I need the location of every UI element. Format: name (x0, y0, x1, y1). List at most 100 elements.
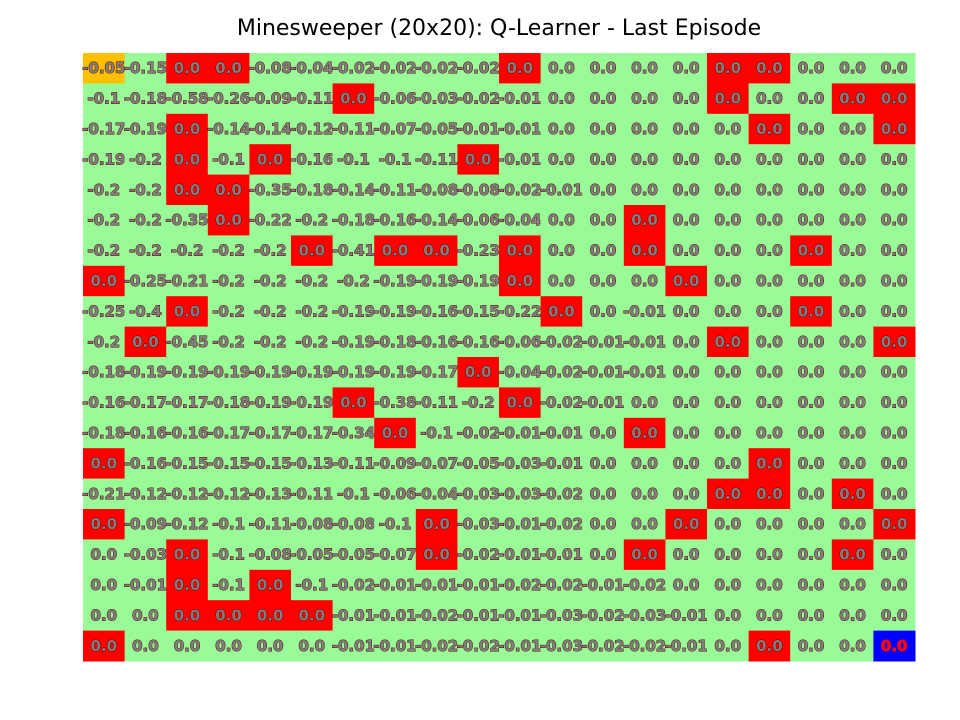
cell-value-r2-c12: 0.0 (590, 120, 617, 138)
cell-value-r0-c2: 0.0 (174, 59, 201, 77)
cell-value-r6-c16: 0.0 (756, 242, 783, 260)
cell-value-r1-c7: -0.06 (373, 90, 416, 108)
cell-value-r5-c4: -0.22 (249, 211, 292, 229)
cell-value-r9-c1: 0.0 (132, 333, 159, 351)
cell-value-r10-c0: -0.18 (82, 363, 125, 381)
cell-value-r19-c15: 0.0 (715, 637, 742, 655)
cell-value-r12-c4: -0.17 (249, 424, 292, 442)
cell-free-r19-c8 (415, 630, 458, 662)
cell-value-r13-c5: -0.13 (290, 454, 333, 472)
cell-free-r19-c5 (291, 630, 334, 662)
cell-mine-r1-c19 (873, 83, 916, 115)
cell-value-r2-c9: -0.01 (457, 120, 500, 138)
cell-value-r3-c2: 0.0 (174, 150, 201, 168)
cell-value-r19-c5: 0.0 (299, 637, 326, 655)
cell-value-r12-c3: -0.17 (207, 424, 250, 442)
cell-mine-r0-c3 (207, 53, 250, 84)
cell-free-r9-c14 (665, 326, 708, 358)
cell-value-r6-c3: -0.2 (212, 242, 245, 260)
cell-value-r9-c16: 0.0 (756, 333, 783, 351)
cell-value-r8-c3: -0.2 (212, 302, 245, 320)
cell-free-r10-c8 (415, 357, 458, 388)
cell-free-r11-c9 (457, 387, 500, 419)
cell-free-r15-c7 (374, 509, 417, 540)
cell-value-r10-c14: 0.0 (673, 363, 700, 381)
cell-value-r13-c0: 0.0 (91, 454, 118, 472)
cell-value-r16-c15: 0.0 (715, 546, 742, 564)
cell-value-r17-c19: 0.0 (881, 576, 908, 594)
cell-value-r7-c13: 0.0 (631, 272, 658, 290)
cell-value-r18-c6: -0.01 (332, 606, 375, 624)
cell-free-r9-c8 (415, 326, 458, 358)
cell-value-r0-c17: 0.0 (798, 59, 825, 77)
cell-value-r11-c1: -0.17 (124, 394, 167, 412)
cell-value-r7-c16: 0.0 (756, 272, 783, 290)
cell-free-r6-c0 (83, 235, 126, 267)
cell-value-r12-c15: 0.0 (715, 424, 742, 442)
cell-value-r15-c15: 0.0 (715, 515, 742, 533)
cell-free-r5-c5 (291, 205, 334, 236)
cell-value-r5-c3: 0.0 (215, 211, 242, 229)
cell-free-r15-c9 (457, 509, 500, 540)
cell-free-r3-c1 (124, 144, 167, 176)
cell-value-r18-c0: 0.0 (91, 606, 118, 624)
cell-free-r4-c1 (124, 174, 167, 206)
cell-free-r14-c4 (249, 478, 292, 510)
cell-free-r5-c12 (582, 205, 625, 236)
cell-value-r7-c2: -0.21 (165, 272, 208, 290)
cell-free-r17-c12 (582, 569, 625, 601)
cell-value-r1-c18: 0.0 (839, 90, 866, 108)
cell-mine-r15-c8 (415, 509, 458, 540)
cell-mine-r4-c3 (207, 174, 250, 206)
cell-mine-r17-c4 (249, 569, 292, 601)
cell-value-r10-c4: -0.19 (249, 363, 292, 381)
cell-value-r12-c13: 0.0 (631, 424, 658, 442)
cell-value-r2-c7: -0.07 (373, 120, 416, 138)
cell-mine-r16-c2 (166, 539, 209, 571)
cell-mine-r1-c15 (707, 83, 750, 115)
cell-value-r5-c8: -0.14 (415, 211, 458, 229)
cell-free-r13-c19 (873, 448, 916, 480)
cell-free-r9-c5 (291, 326, 334, 358)
cell-value-r15-c4: -0.11 (249, 515, 292, 533)
cell-value-r2-c5: -0.12 (290, 120, 333, 138)
cell-free-r13-c9 (457, 448, 500, 480)
cell-free-r2-c1 (124, 113, 167, 145)
cell-value-r5-c15: 0.0 (715, 211, 742, 229)
cell-value-r7-c8: -0.19 (415, 272, 458, 290)
cell-value-r4-c14: 0.0 (673, 181, 700, 199)
cell-free-r2-c12 (582, 113, 625, 145)
cell-free-r17-c7 (374, 569, 417, 601)
cell-free-r2-c8 (415, 113, 458, 145)
cell-value-r14-c6: -0.1 (337, 485, 370, 503)
cell-free-r18-c13 (623, 600, 666, 632)
cell-value-r14-c3: -0.12 (207, 485, 250, 503)
cell-value-r14-c5: -0.11 (290, 485, 333, 503)
cell-value-r0-c1: -0.15 (124, 59, 167, 77)
cell-free-r9-c11 (540, 326, 583, 358)
cell-mine-r6-c13 (623, 235, 666, 267)
cell-free-r15-c3 (207, 509, 250, 540)
cell-value-r1-c11: 0.0 (548, 90, 575, 108)
cell-free-r12-c9 (457, 417, 500, 449)
cell-free-r11-c17 (790, 387, 833, 419)
cell-value-r4-c16: 0.0 (756, 181, 783, 199)
cell-value-r0-c19: 0.0 (881, 59, 908, 77)
cell-value-r12-c9: -0.02 (457, 424, 500, 442)
cell-value-r2-c18: 0.0 (839, 120, 866, 138)
cell-value-r8-c8: -0.16 (415, 302, 458, 320)
cell-free-r10-c14 (665, 357, 708, 388)
cell-value-r13-c11: -0.01 (540, 454, 583, 472)
cell-value-r5-c18: 0.0 (839, 211, 866, 229)
cell-value-r9-c7: -0.18 (373, 333, 416, 351)
cell-value-r3-c17: 0.0 (798, 150, 825, 168)
cell-value-r8-c18: 0.0 (839, 302, 866, 320)
cell-value-r15-c9: -0.03 (457, 515, 500, 533)
cell-value-r16-c16: 0.0 (756, 546, 783, 564)
cell-free-r0-c14 (665, 53, 708, 84)
cell-value-r2-c6: -0.11 (332, 120, 375, 138)
cell-value-r19-c10: -0.01 (498, 637, 541, 655)
cell-value-r18-c19: 0.0 (881, 606, 908, 624)
cell-mine-r14-c18 (831, 478, 874, 510)
cell-value-r17-c1: -0.01 (124, 576, 167, 594)
